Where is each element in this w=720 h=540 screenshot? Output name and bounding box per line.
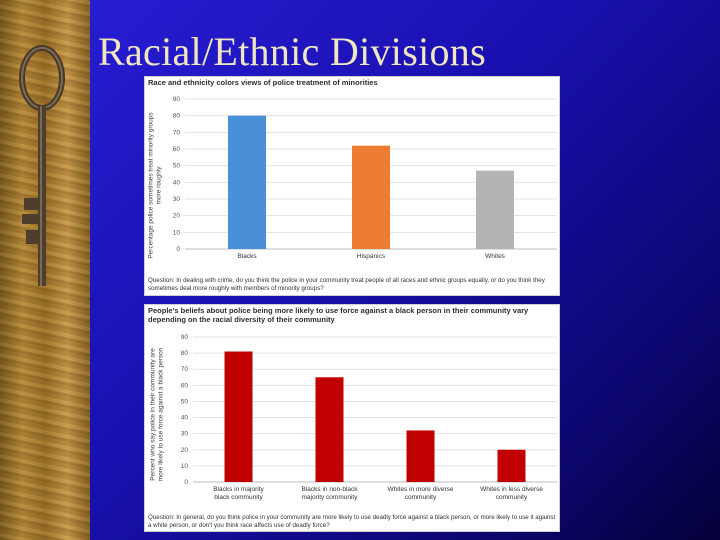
bar xyxy=(406,430,435,482)
y-tick-label: 20 xyxy=(173,213,181,220)
y-tick-label: 10 xyxy=(181,463,189,470)
y-tick-label: 50 xyxy=(181,398,189,405)
y-tick-label: 90 xyxy=(173,96,181,103)
x-tick-label: community xyxy=(496,494,528,501)
survey-question: Question: In general, do you think polic… xyxy=(148,514,556,529)
chart-panel-1: Race and ethnicity colors views of polic… xyxy=(144,76,560,296)
bar-chart-2: 0 10 20 30 40 50 60 70 80 90 Blacks in majoritybla… xyxy=(181,334,557,501)
y-tick-label: 40 xyxy=(181,415,189,422)
y-tick-label: 80 xyxy=(173,113,181,120)
y-tick-label: 30 xyxy=(173,196,181,203)
bar xyxy=(228,115,266,250)
x-tick-label: Whites xyxy=(485,253,506,260)
bar xyxy=(497,449,526,482)
x-tick-label: Hispanics xyxy=(357,253,386,260)
chart-panel-2: People's beliefs about police being more… xyxy=(144,304,560,532)
y-tick-label: 30 xyxy=(181,431,189,438)
y-tick-label: 90 xyxy=(181,334,189,341)
key-icon xyxy=(19,45,65,286)
x-tick-label: black community xyxy=(214,494,263,501)
y-tick-label: 50 xyxy=(173,163,181,170)
y-tick-label: 60 xyxy=(173,146,181,153)
x-tick-label: Blacks in non-black xyxy=(302,486,359,493)
y-tick-label: 70 xyxy=(173,129,181,136)
survey-question: Question: In dealing with crime, do you … xyxy=(148,277,545,292)
bar xyxy=(315,377,344,482)
x-tick-label: Whites in less diverse xyxy=(480,486,543,493)
x-tick-label: Blacks xyxy=(237,253,257,260)
bar xyxy=(476,170,514,249)
y-tick-label: 70 xyxy=(181,366,189,373)
bar-chart-1: 0 10 20 30 40 50 60 70 80 90 Blacks Hispanics Whites xyxy=(173,96,557,260)
x-tick-label: Blacks in majority xyxy=(213,486,264,493)
y-tick-label: 0 xyxy=(176,246,180,253)
y-tick-label: 40 xyxy=(173,179,181,186)
slide-title: Racial/Ethnic Divisions xyxy=(98,29,486,74)
x-tick-label: community xyxy=(405,494,437,501)
y-tick-label: 20 xyxy=(181,447,189,454)
chart-title: Race and ethnicity colors views of polic… xyxy=(148,78,378,87)
chart-title: People's beliefs about police being more… xyxy=(148,306,529,324)
y-tick-label: 10 xyxy=(173,229,181,236)
y-tick-label: 0 xyxy=(184,479,188,486)
bar xyxy=(224,351,253,482)
bar xyxy=(352,145,390,249)
x-tick-label: Whites in more diverse xyxy=(387,486,453,493)
y-tick-label: 80 xyxy=(181,350,189,357)
x-tick-label: majority community xyxy=(302,494,359,501)
y-tick-label: 60 xyxy=(181,382,189,389)
